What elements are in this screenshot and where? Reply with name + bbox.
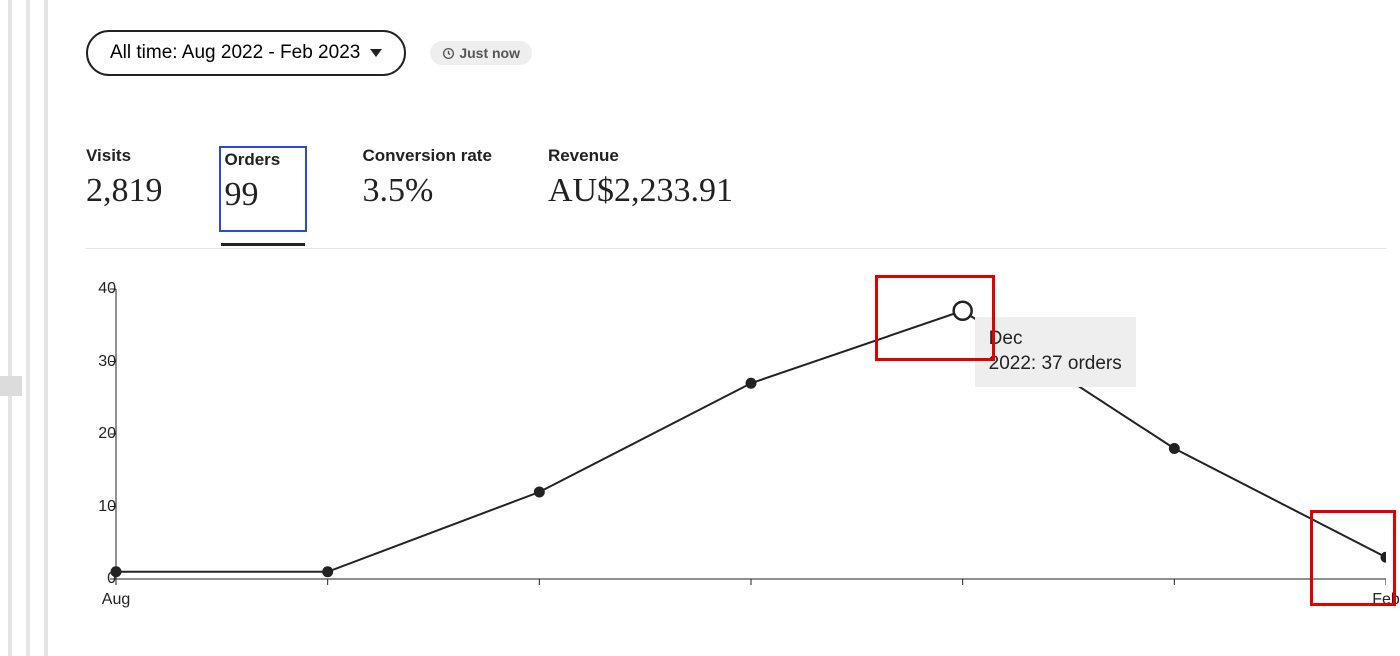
dashboard-content: All time: Aug 2022 - Feb 2023 Just now V… [86,30,1400,619]
y-tick-label: 40 [86,280,116,298]
y-tick-label: 0 [86,570,116,588]
stat-underline [221,243,305,246]
x-tick-label: Feb [1372,591,1400,609]
stat-value: 3.5% [363,172,492,209]
refresh-pill-label: Just now [459,45,520,61]
chevron-down-icon [370,49,382,57]
date-range-label: All time: Aug 2022 - Feb 2023 [110,42,360,64]
gutter-selection [0,376,22,396]
page-root: All time: Aug 2022 - Feb 2023 Just now V… [0,0,1400,656]
y-tick-label: 20 [86,425,116,443]
stat-label: Visits [86,146,163,166]
chart-point[interactable] [1169,443,1180,454]
y-tick-label: 10 [86,498,116,516]
y-tick-label: 30 [86,353,116,371]
chart-point[interactable] [1381,552,1387,563]
stat-visits[interactable]: Visits 2,819 [86,146,163,209]
stats-row: Visits 2,819 Orders 99 Conversion rate 3… [86,146,1386,249]
gutter-line [8,0,12,656]
orders-chart-svg [86,279,1386,619]
chart-point[interactable] [534,487,545,498]
chart-point-hover-ring [954,302,972,320]
stat-conversion-rate[interactable]: Conversion rate 3.5% [363,146,492,209]
gutter-line [44,0,48,656]
tooltip-detail: 2022: 37 orders [989,352,1122,377]
orders-chart[interactable]: 010203040 AugFeb Dec 2022: 37 orders [86,279,1386,619]
stat-value: AU$2,233.91 [548,172,733,209]
stat-label: Revenue [548,146,733,166]
stat-revenue[interactable]: Revenue AU$2,233.91 [548,146,733,209]
chart-tooltip: Dec 2022: 37 orders [975,317,1136,386]
x-tick-label: Aug [102,591,130,609]
refresh-pill[interactable]: Just now [430,41,532,65]
chart-point[interactable] [746,378,757,389]
stat-value: 99 [225,176,297,213]
chart-point[interactable] [322,567,333,578]
gutter-line [26,0,30,656]
controls-row: All time: Aug 2022 - Feb 2023 Just now [86,30,1400,76]
tooltip-month: Dec [989,327,1122,352]
stat-value: 2,819 [86,172,163,209]
stat-orders[interactable]: Orders 99 [219,146,307,232]
date-range-button[interactable]: All time: Aug 2022 - Feb 2023 [86,30,406,76]
stat-label: Orders [225,150,297,170]
clock-icon [442,47,455,60]
stat-label: Conversion rate [363,146,492,166]
